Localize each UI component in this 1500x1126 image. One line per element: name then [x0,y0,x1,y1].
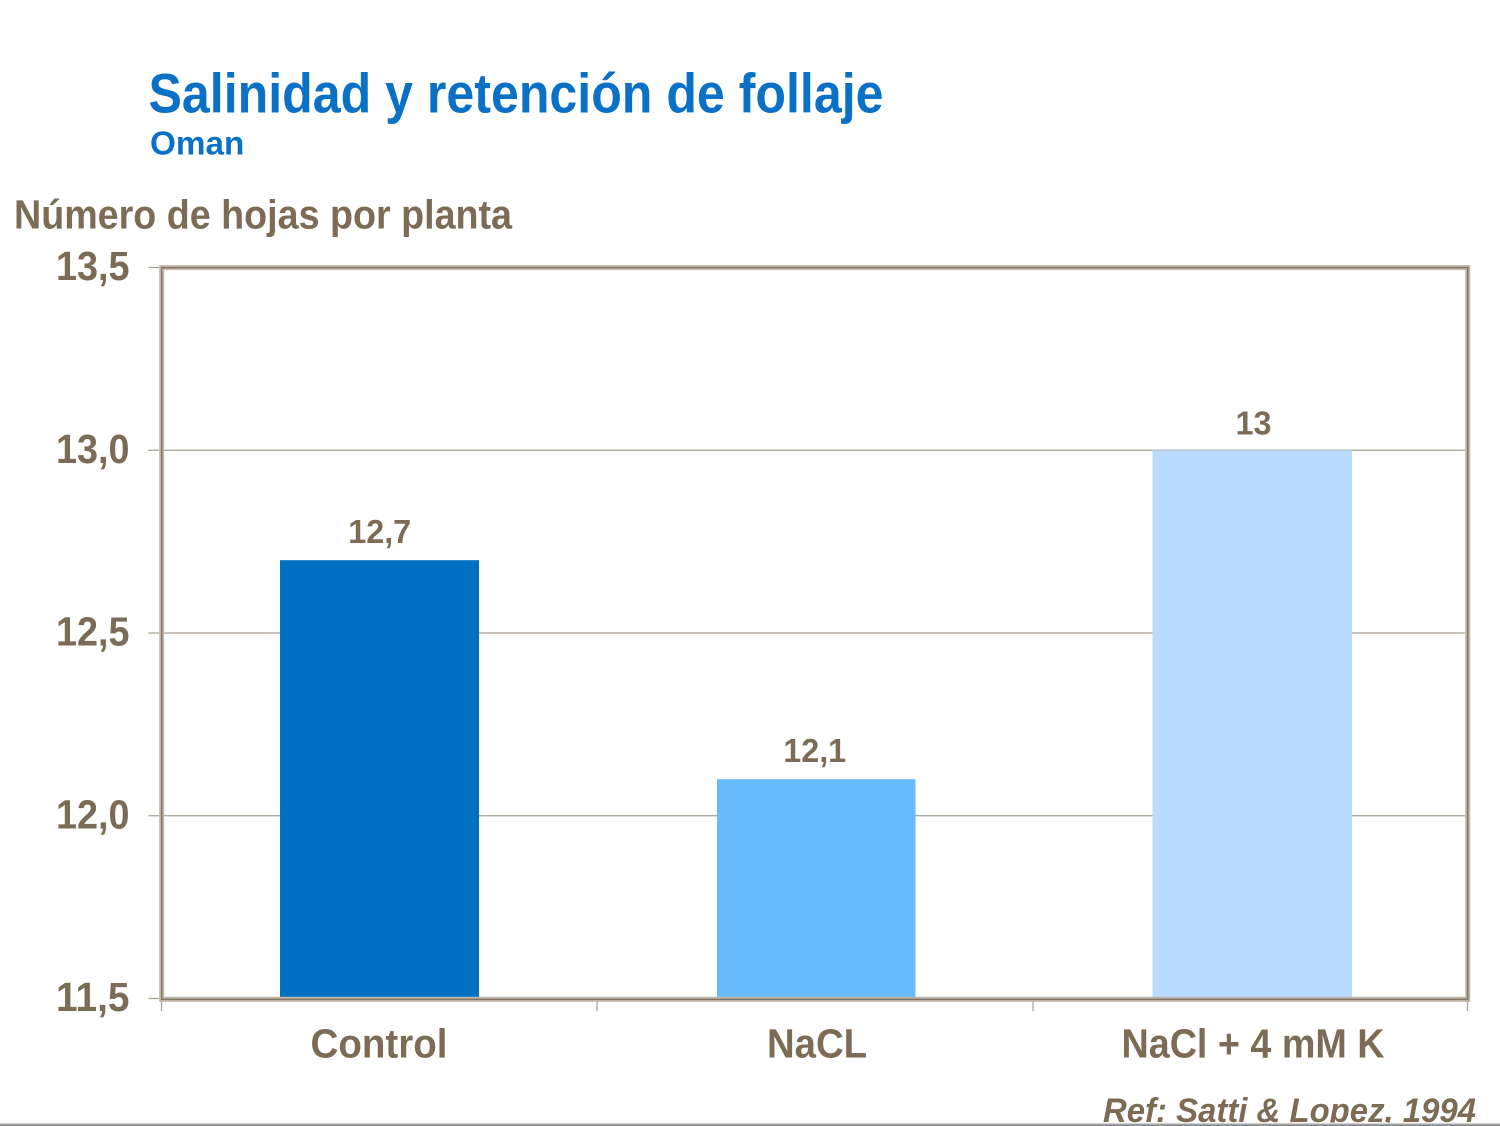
svg-text:12,5: 12,5 [56,609,130,655]
svg-text:12,7: 12,7 [348,514,411,551]
svg-text:NaCL: NaCL [767,1021,867,1067]
svg-text:Oman: Oman [150,125,244,162]
svg-text:Ref: Satti & Lopez, 1994: Ref: Satti & Lopez, 1994 [1103,1092,1476,1126]
svg-text:Salinidad y retención de folla: Salinidad y retención de follaje [149,61,884,124]
svg-text:11,5: 11,5 [56,974,130,1020]
svg-text:Control: Control [311,1021,448,1067]
svg-text:12,1: 12,1 [783,733,846,770]
svg-text:NaCl + 4 mM K: NaCl + 4 mM K [1122,1021,1385,1067]
svg-text:13: 13 [1236,405,1272,442]
svg-text:Número de hojas por planta: Número de hojas por planta [14,191,512,237]
svg-text:12,0: 12,0 [56,791,130,837]
svg-text:13,5: 13,5 [56,243,130,289]
svg-text:13,0: 13,0 [56,426,130,472]
